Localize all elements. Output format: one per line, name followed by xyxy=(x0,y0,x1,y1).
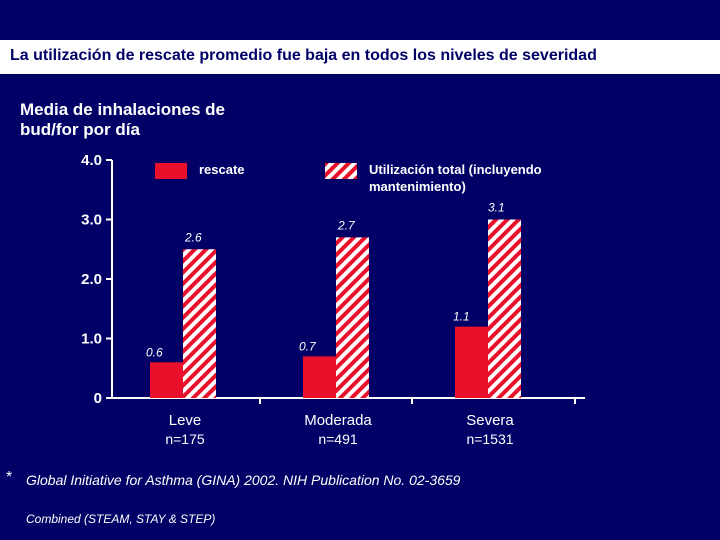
legend-label-total-line1: Utilización total (incluyendo xyxy=(369,162,542,177)
y-tick-label: 2.0 xyxy=(81,271,102,288)
legend-label-total-line2: mantenimiento) xyxy=(369,179,466,194)
footnote-marker: * xyxy=(6,469,13,486)
bar-total-leve xyxy=(183,249,216,398)
x-category-label: Moderada xyxy=(304,412,372,429)
footnote-citation: Global Initiative for Asthma (GINA) 2002… xyxy=(26,472,461,488)
y-axis-label: Media de inhalaciones de bud/for por día xyxy=(20,100,226,139)
legend-swatch-total xyxy=(325,163,357,179)
page-title: La utilización de rescate promedio fue b… xyxy=(10,47,597,64)
x-category-label: Severa xyxy=(466,412,514,429)
y-tick-label: 0 xyxy=(94,390,102,407)
bar-rescate-severa xyxy=(455,326,488,398)
x-category-n: n=175 xyxy=(165,431,205,447)
data-label-total: 2.7 xyxy=(337,218,356,232)
x-category-n: n=1531 xyxy=(466,431,513,447)
x-category-label: Leve xyxy=(169,412,202,429)
data-label-rescate: 0.6 xyxy=(146,345,163,359)
legend-swatch-rescate xyxy=(155,163,187,179)
data-label-rescate: 1.1 xyxy=(453,310,470,324)
bar-rescate-leve xyxy=(150,362,183,398)
bar-total-moderada xyxy=(336,237,369,398)
x-category-n: n=491 xyxy=(318,431,358,447)
data-label-total: 3.1 xyxy=(488,201,505,215)
y-tick-label: 4.0 xyxy=(81,152,102,169)
y-tick-label: 1.0 xyxy=(81,331,102,348)
footnote-studies: Combined (STEAM, STAY & STEP) xyxy=(26,512,216,526)
title-bar: La utilización de rescate promedio fue b… xyxy=(0,40,720,74)
bar-rescate-moderada xyxy=(303,356,336,398)
legend-label-rescate: rescate xyxy=(199,162,245,177)
bar-total-severa xyxy=(488,219,521,398)
data-label-rescate: 0.7 xyxy=(299,339,317,353)
y-tick-label: 3.0 xyxy=(81,212,102,229)
data-label-total: 2.6 xyxy=(184,230,202,244)
